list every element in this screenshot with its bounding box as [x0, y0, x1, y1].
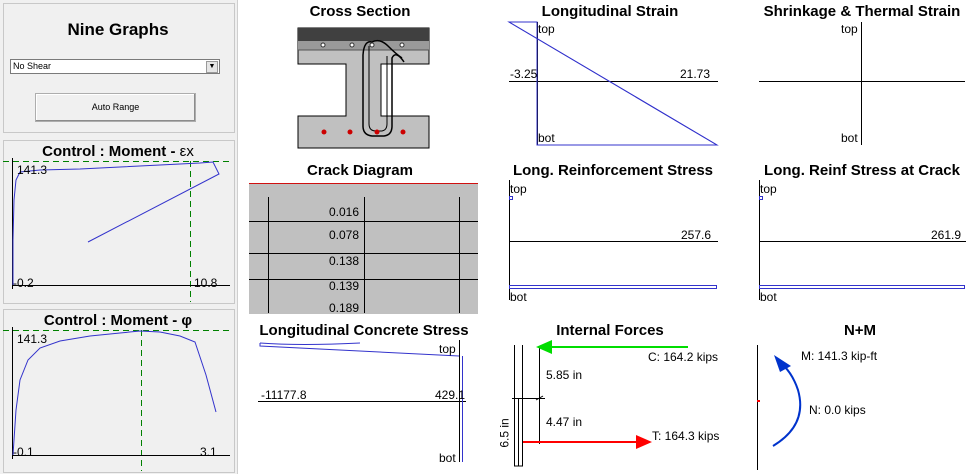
- n-plus-m-title: N+M: [843, 322, 877, 339]
- auto-range-button[interactable]: Auto Range: [35, 93, 196, 122]
- bottom-rebar: [400, 129, 406, 135]
- moment-phi-xmin: -0.1: [13, 445, 34, 459]
- crack-diagram-title: Crack Diagram: [307, 162, 413, 179]
- axial-label: N: 0.0 kips: [809, 403, 866, 417]
- moment-phi-plot: [3, 327, 233, 471]
- compression-arrowhead: [536, 340, 552, 354]
- panel-divider: [237, 0, 238, 474]
- moment-ex-curve: [12, 161, 220, 285]
- shrinkage-bot-label: bot: [841, 131, 858, 145]
- long-concrete-stress-title: Longitudinal Concrete Stress: [259, 322, 469, 339]
- shear-mode-dropdown[interactable]: No Shear ▼: [10, 59, 220, 74]
- stirrup: [362, 39, 405, 137]
- concrete-bot-label: bot: [439, 451, 456, 465]
- shrinkage-top-label: top: [841, 22, 858, 36]
- concrete-top-label: top: [439, 342, 456, 356]
- internal-forces-title: Internal Forces: [556, 322, 664, 339]
- long-reinf-stress-title: Long. Reinforcement Stress: [512, 162, 714, 179]
- compression-force-label: C: 164.2 kips: [648, 350, 719, 364]
- reinf-bot-label: bot: [510, 290, 527, 304]
- cross-section-title: Cross Section: [309, 3, 411, 20]
- concrete-left-value: -11177.8: [261, 388, 307, 402]
- strain-top-label: top: [538, 22, 555, 36]
- moment-arrow: [772, 365, 802, 447]
- bottom-rebar: [374, 129, 380, 135]
- reinf-crack-bot-label: bot: [760, 290, 777, 304]
- reinf-crack-value: 261.9: [931, 228, 962, 242]
- crack-width-value: 0.139: [329, 279, 360, 293]
- moment-phi-ymax: 141.3: [17, 332, 48, 346]
- panel-title: Nine Graphs: [67, 20, 169, 39]
- reinf-top-label: top: [510, 182, 527, 196]
- tension-force-label: T: 164.3 kips: [652, 429, 720, 443]
- upper-arm-label: 5.85 in: [546, 368, 583, 382]
- moment-ex-xmax: 10.8: [194, 276, 218, 290]
- moment-phi-title: Control : Moment - φ: [43, 312, 193, 329]
- epsilon-x-symbol: εx: [179, 143, 194, 160]
- top-rebar: [349, 42, 355, 48]
- moment-phi-xmax: 3.1: [200, 445, 217, 459]
- top-rebar: [369, 42, 375, 48]
- moment-ex-plot: [3, 158, 233, 302]
- auto-range-label: Auto Range: [91, 102, 140, 112]
- crack-diagram-area: [249, 183, 478, 314]
- moment-ex-title: Control : Moment - εx: [42, 143, 194, 160]
- deck-slab: [298, 28, 429, 41]
- bottom-rebar: [347, 129, 353, 135]
- moment-phi-curve: [12, 330, 217, 456]
- shrinkage-title: Shrinkage & Thermal Strain: [763, 3, 961, 20]
- deck-overlay: [298, 41, 429, 50]
- crack-width-value: 0.189: [329, 301, 360, 315]
- top-rebar: [320, 42, 326, 48]
- reinf-value: 257.6: [681, 228, 712, 242]
- crack-width-value: 0.078: [329, 228, 360, 242]
- tension-arrowhead: [636, 435, 652, 449]
- long-reinf-crack-title: Long. Reinf Stress at Crack: [764, 162, 960, 179]
- bottom-rebar: [321, 129, 327, 135]
- crack-width-value: 0.138: [329, 254, 360, 268]
- strain-bot-label: bot: [538, 131, 555, 145]
- reinf-crack-top-label: top: [760, 182, 777, 196]
- strain-right-value: 21.73: [680, 67, 711, 81]
- concrete-right-value: 429.1: [435, 388, 466, 402]
- lower-arm-label: 4.47 in: [546, 415, 583, 429]
- moment-ex-xmin: -0.2: [13, 276, 34, 290]
- chevron-down-icon[interactable]: ▼: [206, 61, 218, 73]
- moment-arrowhead: [774, 355, 791, 372]
- moment-phi-graph-box: [3, 309, 235, 473]
- top-rebar: [399, 42, 405, 48]
- dropdown-value: No Shear: [13, 61, 52, 71]
- moment-ex-ymax: 141.3: [17, 163, 48, 177]
- crack-width-value: 0.016: [329, 205, 360, 219]
- moment-label: M: 141.3 kip-ft: [801, 349, 878, 363]
- strain-left-value: -3.25: [510, 67, 538, 81]
- longitudinal-strain-title: Longitudinal Strain: [541, 3, 679, 20]
